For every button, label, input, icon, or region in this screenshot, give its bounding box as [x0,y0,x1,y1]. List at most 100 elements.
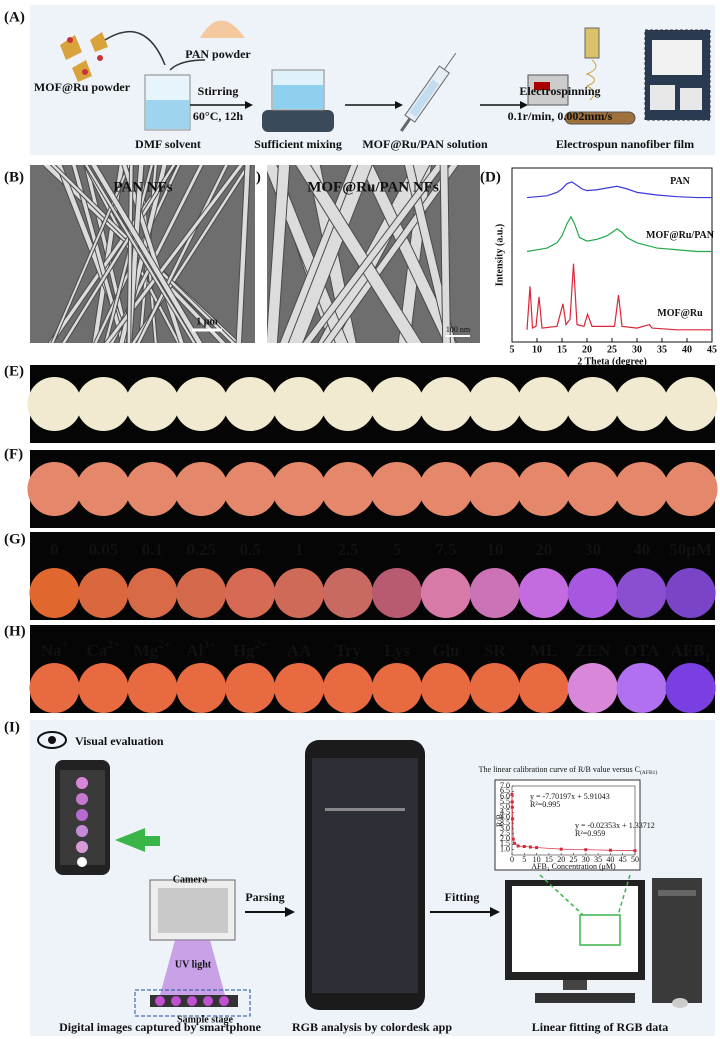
label: 15 [557,344,567,355]
label: 7.5 [435,540,456,559]
label: 0.25 [186,540,216,559]
label: 0.5 [240,540,261,559]
fiber [51,165,131,343]
text-part: Glu [432,641,459,660]
sem-image [30,165,255,343]
sample-disc [467,462,522,516]
label: 100 nm [446,325,471,334]
fiber [136,165,228,343]
label: Stirring [198,84,239,98]
label: 0.1r/min, 0.002mm/s [508,109,613,123]
fiber [104,165,244,343]
label: 5 [510,344,515,355]
label: 5 [522,855,526,864]
fibers [267,165,460,343]
sample-disc [323,568,374,618]
sub-text: 1 [705,651,711,665]
label: 5 [393,540,402,559]
label: 6.5 [500,786,510,795]
label: MOF@Ru/PAN NFs [307,179,439,195]
label: OTA [624,641,660,660]
fiber [236,165,250,343]
label: Try [335,641,362,660]
label: Lys [384,641,410,660]
label: R²=0.995 [530,800,560,809]
text-part: The linear calibration curve of R/B valu… [479,765,640,774]
label: Electrospinning [519,84,600,98]
label: Mg2+ [134,637,171,660]
panel-a-art [60,20,711,132]
fibers [41,165,252,343]
sample-disc [369,462,424,516]
sample-disc [516,377,571,431]
sample-disc [565,377,620,431]
sample-disc [272,462,327,516]
sample-disc [518,663,569,713]
panel-i-art [37,731,702,1017]
label: Visual evaluation [75,734,164,748]
label: 15 [545,855,553,864]
sample-disc [76,377,131,431]
sample-disc [516,462,571,516]
label: 1.0 [500,845,510,854]
sup-text: 2+ [255,637,268,651]
fiber [127,165,133,343]
label: Electrospun nanofiber film [556,137,694,151]
label: 20 [557,855,565,864]
sample-disc [321,462,376,516]
label: 40 [633,540,650,559]
text-part: Lys [384,641,410,660]
text-part: Al [186,641,203,660]
label: 5.5 [500,797,510,806]
label: MOF@Ru powder [34,80,131,94]
sample-disc [518,568,569,618]
sample-disc [665,663,716,713]
sample-disc [78,568,129,618]
label: ML [530,641,557,660]
label: 60°C, 12h [193,109,243,123]
sup-text: + [61,637,68,651]
label: AFB1 [671,641,711,665]
label: 2.5 [500,829,510,838]
data-point [510,792,514,796]
label: AFB1 Concentration (μM) [531,862,616,873]
label: 30 [584,540,601,559]
text-part: ZEN [575,641,611,660]
sample-disc [420,568,471,618]
label: R/B [495,814,504,827]
label: (I) [4,719,20,735]
sample-disc [174,377,229,431]
fiber [288,165,372,343]
sample-disc [174,462,229,516]
sample-disc [125,377,180,431]
text-part: OTA [624,641,660,660]
label: 1 μm [196,316,218,327]
sample-disc [665,568,716,618]
label: 50μM [669,540,712,559]
fiber [267,165,290,343]
sample-disc [371,663,422,713]
sample-disc [78,663,129,713]
sample-disc [616,663,667,713]
label: UV light [175,959,212,970]
label: 2.5 [337,540,358,559]
sample-disc [27,462,82,516]
sample-disc [29,568,80,618]
sample-disc [274,663,325,713]
label: 10 [532,344,542,355]
sample-disc [616,568,667,618]
text-part: Na [41,641,62,660]
label: 0 [510,855,514,864]
xrd-trace [526,263,712,331]
label: y = -0.02353x + 1.33712 [575,821,655,830]
sample-disc [614,462,669,516]
label: Camera [173,874,207,885]
label: 40 [606,855,614,864]
label: 10 [533,855,541,864]
label: Sufficient mixing [254,137,342,151]
panel-a-background [30,5,715,155]
text-part: Concentration (μM) [550,862,616,871]
fiber [323,165,458,343]
sample-disc [76,462,131,516]
